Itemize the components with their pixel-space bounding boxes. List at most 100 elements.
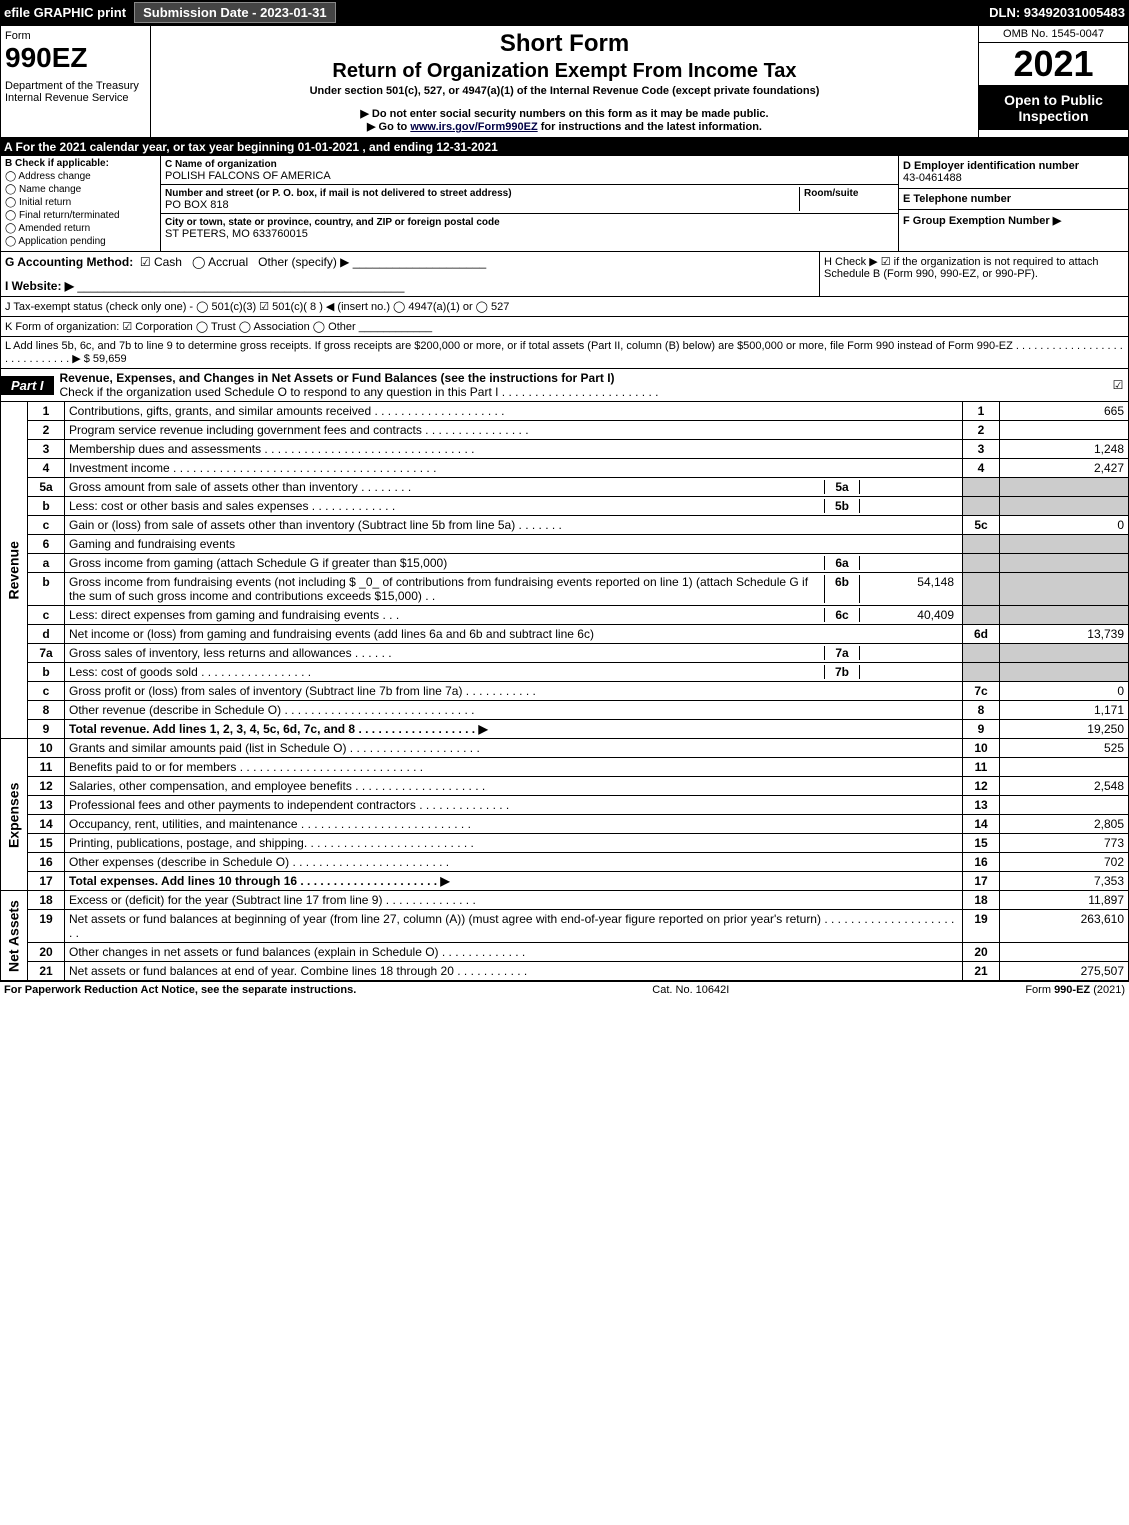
l18-amt: 11,897 <box>1000 891 1129 910</box>
l5a-ref <box>963 478 1000 497</box>
footer-center: Cat. No. 10642I <box>652 984 729 996</box>
l3-amt: 1,248 <box>1000 440 1129 459</box>
l5a-num: 5a <box>28 478 65 497</box>
l4-amt: 2,427 <box>1000 459 1129 478</box>
efile-label[interactable]: efile GRAPHIC print <box>4 5 126 20</box>
l14-ref: 14 <box>963 815 1000 834</box>
l6a-num: a <box>28 554 65 573</box>
l7b-ref <box>963 663 1000 682</box>
org-address: PO BOX 818 <box>165 199 229 211</box>
cb-initial-return[interactable]: ◯ Initial return <box>5 197 156 208</box>
g-accrual[interactable]: Accrual <box>208 255 248 269</box>
l5c-desc: Gain or (loss) from sale of assets other… <box>65 516 963 535</box>
tax-year: 2021 <box>979 43 1128 86</box>
l16-ref: 16 <box>963 853 1000 872</box>
cb-address-change[interactable]: ◯ Address change <box>5 171 156 182</box>
cb-final-return[interactable]: ◯ Final return/terminated <box>5 210 156 221</box>
cb-amended-return[interactable]: ◯ Amended return <box>5 223 156 234</box>
cb-name-change[interactable]: ◯ Name change <box>5 184 156 195</box>
l7b-desc: Less: cost of goods sold . . . . . . . .… <box>65 663 963 682</box>
l12-amt: 2,548 <box>1000 777 1129 796</box>
l9-amt: 19,250 <box>1000 720 1129 739</box>
l3-num: 3 <box>28 440 65 459</box>
section-c: C Name of organization POLISH FALCONS OF… <box>161 156 898 251</box>
l17-num: 17 <box>28 872 65 891</box>
l11-num: 11 <box>28 758 65 777</box>
l12-desc: Salaries, other compensation, and employ… <box>65 777 963 796</box>
l8-num: 8 <box>28 701 65 720</box>
header-right: OMB No. 1545-0047 2021 Open to Public In… <box>978 26 1128 137</box>
l7c-num: c <box>28 682 65 701</box>
l5c-amt: 0 <box>1000 516 1129 535</box>
part1-header: Part I Revenue, Expenses, and Changes in… <box>0 369 1129 402</box>
phone-cell: E Telephone number <box>899 189 1128 210</box>
l3-ref: 3 <box>963 440 1000 459</box>
l18-num: 18 <box>28 891 65 910</box>
l13-desc: Professional fees and other payments to … <box>65 796 963 815</box>
l11-amt <box>1000 758 1129 777</box>
l5a-amt <box>1000 478 1129 497</box>
section-l: L Add lines 5b, 6c, and 7b to line 9 to … <box>0 337 1129 369</box>
d-label: D Employer identification number <box>903 160 1079 172</box>
l14-num: 14 <box>28 815 65 834</box>
l4-num: 4 <box>28 459 65 478</box>
g-other[interactable]: Other (specify) ▶ <box>258 255 349 269</box>
l21-desc: Net assets or fund balances at end of ye… <box>65 962 963 981</box>
l16-amt: 702 <box>1000 853 1129 872</box>
l2-desc: Program service revenue including govern… <box>65 421 963 440</box>
g-cash[interactable]: Cash <box>154 255 182 269</box>
section-g: G Accounting Method: ☑ Cash ◯ Accrual Ot… <box>1 252 820 296</box>
l12-ref: 12 <box>963 777 1000 796</box>
f-label: F Group Exemption Number ▶ <box>903 215 1061 227</box>
l8-desc: Other revenue (describe in Schedule O) .… <box>65 701 963 720</box>
l21-ref: 21 <box>963 962 1000 981</box>
l19-desc: Net assets or fund balances at beginning… <box>65 910 963 943</box>
section-b: B Check if applicable: ◯ Address change … <box>1 156 161 251</box>
info-grid: B Check if applicable: ◯ Address change … <box>0 156 1129 252</box>
subtitle: Under section 501(c), 527, or 4947(a)(1)… <box>155 85 974 97</box>
open-to-public: Open to Public Inspection <box>979 86 1128 130</box>
l6d-desc: Net income or (loss) from gaming and fun… <box>65 625 963 644</box>
i-label: I Website: ▶ <box>5 279 74 293</box>
l16-num: 16 <box>28 853 65 872</box>
e-label: E Telephone number <box>903 193 1011 205</box>
l15-ref: 15 <box>963 834 1000 853</box>
form-label: Form <box>5 30 146 42</box>
l2-amt <box>1000 421 1129 440</box>
l8-amt: 1,171 <box>1000 701 1129 720</box>
l10-num: 10 <box>28 739 65 758</box>
l6c-desc: Less: direct expenses from gaming and fu… <box>65 606 963 625</box>
l-label: L Add lines 5b, 6c, and 7b to line 9 to … <box>5 340 1123 365</box>
l9-num: 9 <box>28 720 65 739</box>
irs-link[interactable]: www.irs.gov/Form990EZ <box>410 121 537 133</box>
l2-num: 2 <box>28 421 65 440</box>
part1-table: Revenue 1 Contributions, gifts, grants, … <box>0 402 1129 981</box>
l3-desc: Membership dues and assessments . . . . … <box>65 440 963 459</box>
l6c-amt <box>1000 606 1129 625</box>
l5c-ref: 5c <box>963 516 1000 535</box>
l4-desc: Investment income . . . . . . . . . . . … <box>65 459 963 478</box>
dln-label: DLN: 93492031005483 <box>989 5 1125 20</box>
part1-checkbox[interactable]: ☑ <box>1108 378 1128 392</box>
section-h: H Check ▶ ☑ if the organization is not r… <box>820 252 1128 296</box>
ein-value: 43-0461488 <box>903 172 962 184</box>
l5a-desc: Gross amount from sale of assets other t… <box>65 478 963 497</box>
header-center: Short Form Return of Organization Exempt… <box>151 26 978 137</box>
l7a-num: 7a <box>28 644 65 663</box>
group-exemption-cell: F Group Exemption Number ▶ <box>899 210 1128 231</box>
j-label: J Tax-exempt status (check only one) - ◯… <box>5 301 509 313</box>
b-label: B Check if applicable: <box>5 158 156 169</box>
cb-application-pending[interactable]: ◯ Application pending <box>5 236 156 247</box>
l6d-num: d <box>28 625 65 644</box>
form-header: Form 990EZ Department of the Treasury In… <box>0 25 1129 138</box>
l6b-num: b <box>28 573 65 606</box>
l1-num: 1 <box>28 402 65 421</box>
l6b-desc: Gross income from fundraising events (no… <box>65 573 963 606</box>
l17-ref: 17 <box>963 872 1000 891</box>
side-revenue: Revenue <box>1 402 28 739</box>
l14-amt: 2,805 <box>1000 815 1129 834</box>
g-label: G Accounting Method: <box>5 255 133 269</box>
submission-date-btn[interactable]: Submission Date - 2023-01-31 <box>134 2 336 23</box>
l6d-ref: 6d <box>963 625 1000 644</box>
l20-desc: Other changes in net assets or fund bala… <box>65 943 963 962</box>
